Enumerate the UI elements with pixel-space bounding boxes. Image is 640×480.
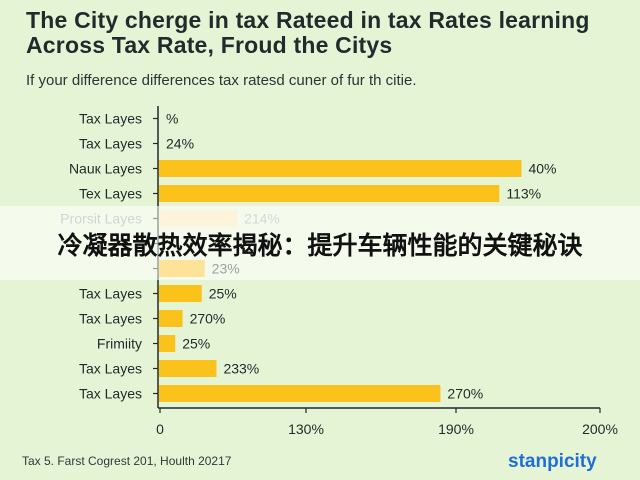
x-tick-label: 130% <box>288 421 324 437</box>
source-note: Tax 5. Farst Cogrest 201, Houlth 20217 <box>22 454 232 468</box>
bar <box>159 310 183 327</box>
data-label: 40% <box>528 161 556 177</box>
overlay-caption: 冷凝器散热效率揭秘：提升车辆性能的关键秘诀 <box>57 231 583 260</box>
data-label: % <box>166 111 178 127</box>
data-label: 270% <box>190 311 226 327</box>
data-label: 25% <box>182 336 210 352</box>
category-label: Tex Layes <box>79 186 142 202</box>
chart-subtitle: If your difference differences tax rates… <box>26 72 417 89</box>
x-tick-label: 200% <box>582 421 618 437</box>
category-label: Tax Layes <box>79 111 142 127</box>
category-label: Tax Layes <box>79 286 142 302</box>
brand-logo: stanpicity <box>508 451 597 472</box>
data-label: 270% <box>447 386 483 402</box>
bar <box>159 335 176 352</box>
data-label: 24% <box>166 136 194 152</box>
bar <box>159 185 500 202</box>
bar <box>159 285 202 302</box>
x-tick-label: 0 <box>156 421 164 437</box>
category-label: Tax Layes <box>79 311 142 327</box>
data-label: 233% <box>223 361 259 377</box>
bar <box>159 385 441 402</box>
chart-title: The City cherge in tax Rateed in tax Rat… <box>26 7 590 58</box>
data-label: 113% <box>506 186 541 202</box>
category-label: Tax Layes <box>79 136 142 152</box>
category-label: Nauк Layes <box>69 161 142 177</box>
overlay-banner <box>0 206 640 280</box>
bar <box>159 160 522 177</box>
data-label: 25% <box>209 286 237 302</box>
bar <box>159 360 217 377</box>
category-label: Tax Layes <box>79 386 142 402</box>
x-tick-label: 190% <box>438 421 474 437</box>
category-label: Frimiity <box>97 336 142 352</box>
category-label: Tax Layes <box>79 361 142 377</box>
